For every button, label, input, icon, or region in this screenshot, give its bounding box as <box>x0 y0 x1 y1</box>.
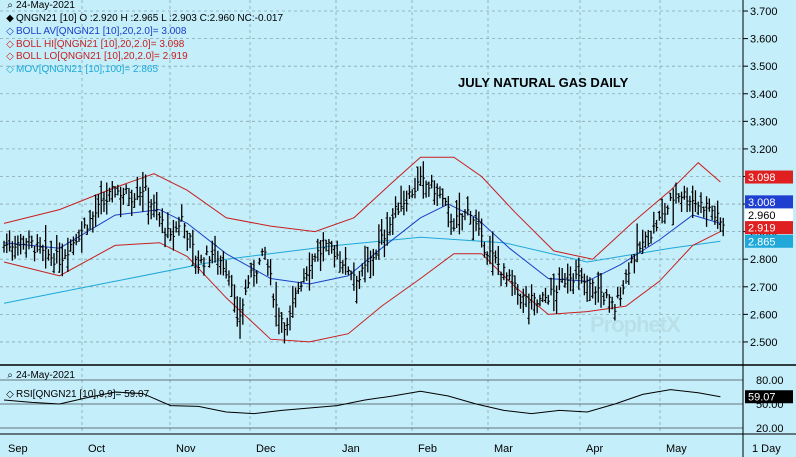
price-tick-label: 3.400 <box>750 89 778 101</box>
month-label: Dec <box>256 443 276 455</box>
last-value-tag-label: 3.098 <box>748 172 776 184</box>
last-value-tag <box>745 221 793 235</box>
legend-marker-icon: ◇ <box>6 64 14 76</box>
magnifier-icon: ⌕ <box>7 0 13 11</box>
rsi-tick-label: 20.00 <box>756 423 784 435</box>
legend-item: ◇ MOV[QNGN21 [10],100]= 2.865 <box>6 64 158 76</box>
price-tick-label: 3.200 <box>750 144 778 156</box>
header-date: ⌕ 24-May-2021 <box>7 0 75 11</box>
bollinger-mid-line <box>3 203 721 285</box>
month-label: May <box>666 443 687 455</box>
price-tick-label: 2.700 <box>750 282 778 294</box>
price-tick-label: 2.800 <box>750 254 778 266</box>
legend-marker-icon: ◇ <box>6 51 14 63</box>
last-value-tag <box>745 170 793 184</box>
price-tick-label: 2.500 <box>750 337 778 349</box>
prophetx-watermark: ProphetX <box>590 312 681 337</box>
lower-date: ⌕ 24-May-2021 <box>7 370 75 381</box>
last-value-tag-label: 2.960 <box>748 210 776 222</box>
last-value-tag-label: 3.008 <box>748 197 776 209</box>
diamond-icon: ◇ <box>6 389 14 400</box>
legend-text: BOLL HI[QNGN21 [10],20,2.0]= 3.098 <box>16 38 185 50</box>
legend-item: ◇ BOLL HI[QNGN21 [10],20,2.0]= 3.098 <box>6 39 184 51</box>
rsi-value-tag <box>745 390 793 404</box>
rsi-tick-label: 80.00 <box>756 375 784 387</box>
rsi-line <box>3 389 721 415</box>
last-value-tag <box>745 234 793 248</box>
last-value-tag-label: 2.865 <box>748 236 776 248</box>
legend-text: BOLL LO[QNGN21 [10],20,2.0]= 2.919 <box>16 51 188 63</box>
month-label: Oct <box>88 443 105 455</box>
month-label: Apr <box>586 443 603 455</box>
price-tick-label: 2.600 <box>750 309 778 321</box>
chart-title: JULY NATURAL GAS DAILY <box>458 75 629 90</box>
last-value-tag <box>745 195 793 209</box>
month-label: Mar <box>494 443 513 455</box>
last-value-tag <box>745 208 793 222</box>
legend-marker-icon: ◆ <box>6 13 14 24</box>
magnifier-icon: ⌕ <box>7 370 13 381</box>
period-label: 1 Day <box>752 443 781 455</box>
month-label: Jan <box>342 443 360 455</box>
bollinger-upper-line <box>3 156 721 260</box>
legend-text: QNGN21 [10] O :2.920 H :2.965 L :2.903 C… <box>16 13 284 24</box>
rsi-value-tag-label: 59.07 <box>748 392 776 404</box>
legend-item: ◆ QNGN21 [10] O :2.920 H :2.965 L :2.903 … <box>6 13 283 25</box>
legend-marker-icon: ◇ <box>6 38 14 50</box>
legend-item: ◇ BOLL LO[QNGN21 [10],20,2.0]= 2.919 <box>6 51 188 63</box>
month-label: Feb <box>418 443 437 455</box>
month-label: Nov <box>176 443 196 455</box>
price-tick-label: 3.500 <box>750 61 778 73</box>
last-value-tag-label: 2.919 <box>748 223 776 235</box>
legend-marker-icon: ◇ <box>6 25 14 37</box>
bollinger-lower-line <box>3 231 721 343</box>
legend-text: BOLL AV[QNGN21 [10],20,2.0]= 3.008 <box>16 25 187 37</box>
month-label: Sep <box>8 443 28 455</box>
price-tick-label: 3.700 <box>750 6 778 18</box>
price-tick-label: 3.600 <box>750 34 778 46</box>
legend-item: ◇ BOLL AV[QNGN21 [10],20,2.0]= 3.008 <box>6 26 186 38</box>
legend-text: MOV[QNGN21 [10],100]= 2.865 <box>16 64 159 76</box>
price-tick-label: 3.300 <box>750 116 778 128</box>
rsi-legend: ◇ RSI[QNGN21 [10],9,9]= 59.07 <box>6 389 150 400</box>
